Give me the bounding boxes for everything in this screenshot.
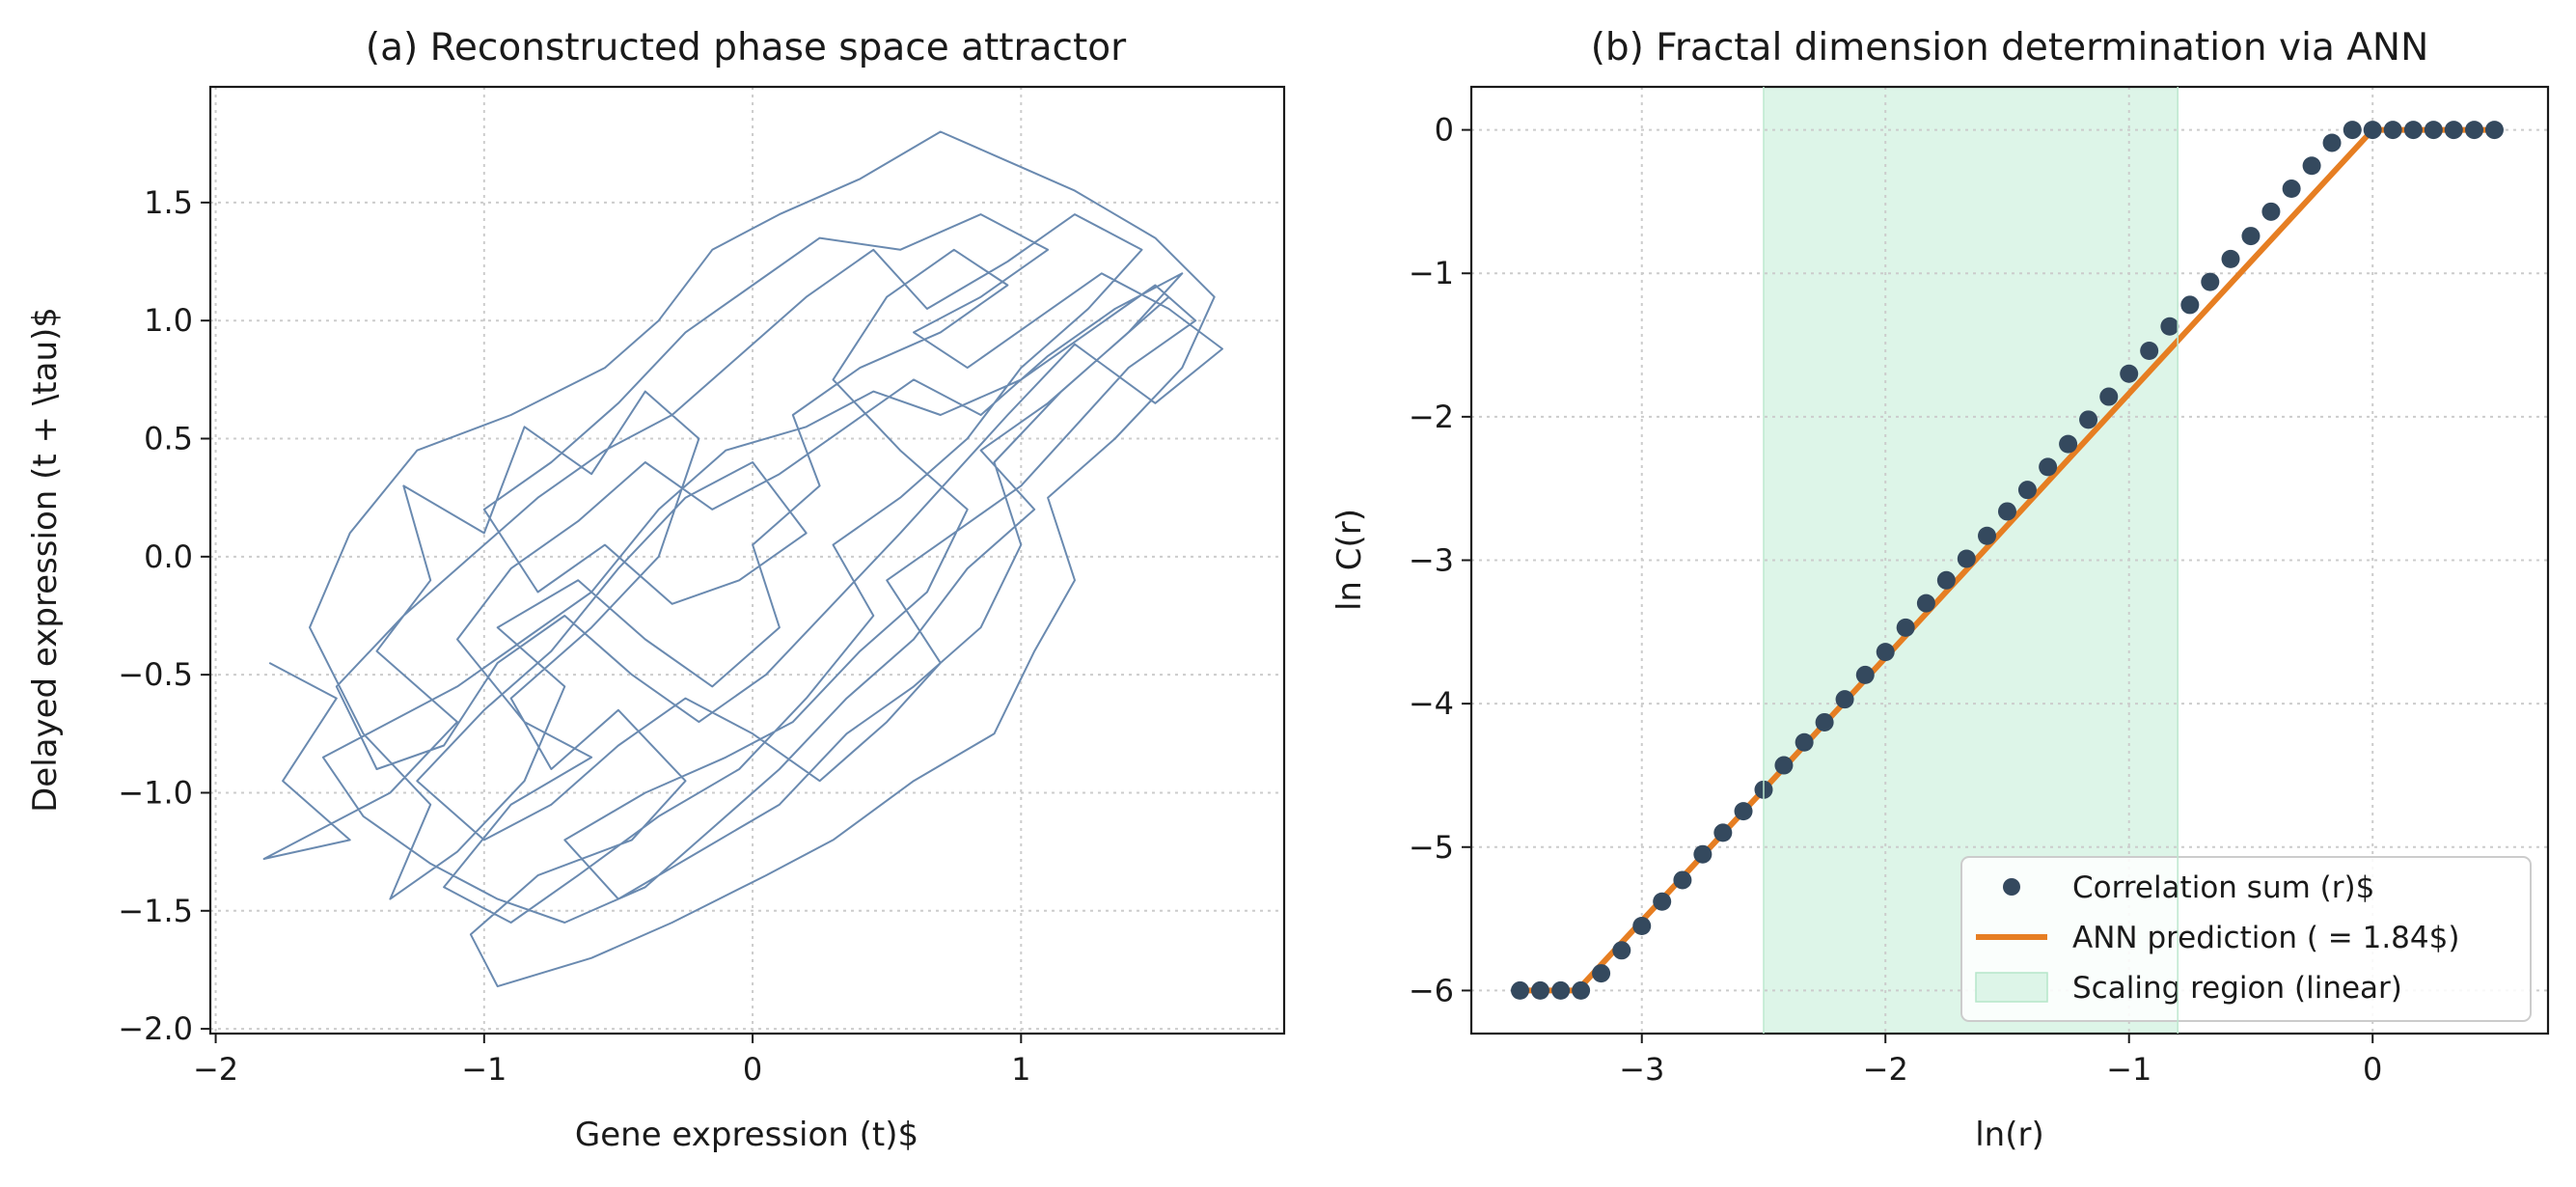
legend-marker-correlation-sum (2003, 878, 2020, 896)
panel-a-x-axis-label: Gene expression (t)$ (575, 1116, 918, 1154)
correlation-sum-point (2241, 227, 2261, 246)
panel-b-y-tick-label: −6 (1409, 972, 1454, 1008)
correlation-sum-point (1510, 980, 1529, 1000)
panel-a-y-tick-label: 0.5 (144, 421, 193, 457)
panel-b-y-tick-label: −5 (1409, 829, 1454, 866)
legend-label-ann-prediction: ANN prediction ( = 1.84$) (2072, 921, 2459, 955)
panel-b-x-axis-label: ln(r) (1975, 1116, 2044, 1154)
panel-a-y-tick-label: −1.0 (118, 774, 193, 811)
correlation-sum-point (1734, 802, 1753, 821)
panel-b-y-tick-label: −2 (1409, 399, 1454, 435)
correlation-sum-point (1632, 917, 1652, 936)
correlation-sum-points (1510, 121, 2504, 1000)
panel-a-y-axis-label: Delayed expression (t + \tau)$ (26, 307, 65, 813)
correlation-sum-point (2180, 295, 2200, 315)
correlation-sum-point (2322, 133, 2342, 152)
correlation-sum-point (2160, 317, 2179, 336)
correlation-sum-point (2017, 481, 2037, 500)
correlation-sum-point (2444, 121, 2463, 140)
correlation-sum-point (1653, 892, 1672, 911)
panel-a-x-tick-label: 1 (1011, 1051, 1030, 1088)
legend: Correlation sum (r)$ ANN prediction ( = … (1960, 856, 2532, 1022)
correlation-sum-point (2343, 121, 2362, 140)
correlation-sum-point (2484, 121, 2504, 140)
legend-box (1960, 856, 2532, 1022)
correlation-sum-point (2039, 457, 2058, 477)
correlation-sum-point (1997, 502, 2016, 521)
panel-a-y-ticks: −2.0 −1.5 −1.0 −0.5 0.0 0.5 1.0 1.5 (118, 184, 210, 1047)
panel-a-x-tick-label: −1 (461, 1051, 507, 1088)
panel-b-title: (b) Fractal dimension determination via … (1591, 26, 2429, 69)
panel-a-y-tick-label: 0.0 (144, 538, 193, 575)
panel-a-x-tick-label: 0 (743, 1051, 762, 1088)
correlation-sum-point (2302, 156, 2321, 176)
panel-a-grid (210, 87, 1284, 1034)
panel-b-fractal-dimension: (b) Fractal dimension determination via … (1330, 26, 2550, 1154)
panel-b-x-ticks: −3 −2 −1 0 (1619, 1034, 2382, 1088)
correlation-sum-point (1713, 823, 1733, 842)
panel-a-y-tick-label: 1.0 (144, 302, 193, 339)
correlation-sum-point (1815, 712, 1834, 732)
correlation-sum-point (2424, 121, 2443, 140)
correlation-sum-point (2261, 202, 2281, 221)
panel-a-x-tick-label: −2 (193, 1051, 238, 1088)
correlation-sum-point (1916, 594, 1935, 613)
panel-b-x-tick-label: −2 (1863, 1051, 1908, 1088)
panel-a-x-ticks: −2 −1 0 1 (193, 1034, 1030, 1088)
correlation-sum-point (2140, 341, 2159, 360)
panel-b-y-tick-label: −4 (1409, 685, 1454, 722)
correlation-sum-point (2383, 121, 2402, 140)
panel-a-frame (208, 85, 1286, 1035)
panel-a-y-tick-label: −0.5 (118, 656, 193, 693)
panel-b-y-ticks: −6 −5 −4 −3 −2 −1 0 (1409, 112, 1471, 1008)
panel-b-y-tick-label: 0 (1435, 112, 1454, 149)
correlation-sum-point (1978, 526, 1997, 545)
panel-b-x-tick-label: 0 (2363, 1051, 2382, 1088)
correlation-sum-point (1795, 732, 1814, 752)
correlation-sum-point (1876, 643, 1895, 662)
correlation-sum-point (2201, 272, 2220, 291)
correlation-sum-point (1693, 844, 1713, 864)
correlation-sum-point (2120, 364, 2139, 383)
panel-a-trajectory (262, 130, 1223, 988)
correlation-sum-point (2079, 410, 2098, 429)
correlation-sum-point (1896, 618, 1915, 637)
correlation-sum-point (1592, 964, 1611, 983)
legend-marker-scaling-region (1975, 972, 2048, 1003)
trajectory-line (262, 130, 1223, 988)
correlation-sum-point (1957, 549, 1976, 568)
correlation-sum-point (2221, 249, 2240, 268)
correlation-sum-point (2464, 121, 2483, 140)
correlation-sum-point (2363, 121, 2382, 140)
correlation-sum-point (1551, 980, 1571, 1000)
correlation-sum-point (2099, 387, 2119, 406)
panel-a-y-tick-label: −2.0 (118, 1010, 193, 1047)
panel-a-title: (a) Reconstructed phase space attractor (366, 26, 1127, 69)
panel-b-x-tick-label: −1 (2106, 1051, 2151, 1088)
correlation-sum-point (1774, 756, 1794, 775)
panel-b-y-tick-label: −3 (1409, 542, 1454, 579)
correlation-sum-point (2282, 179, 2301, 199)
correlation-sum-point (1936, 570, 1956, 590)
panel-b-x-tick-label: −3 (1619, 1051, 1664, 1088)
correlation-sum-point (2059, 434, 2078, 454)
panel-b-y-tick-label: −1 (1409, 255, 1454, 291)
correlation-sum-point (1612, 941, 1631, 960)
panel-a-y-tick-label: 1.5 (144, 184, 193, 221)
correlation-sum-point (2403, 121, 2423, 140)
panel-b-y-axis-label: ln C(r) (1330, 509, 1369, 611)
correlation-sum-point (1530, 980, 1549, 1000)
legend-label-correlation-sum: Correlation sum (r)$ (2072, 870, 2374, 905)
legend-label-scaling-region: Scaling region (linear) (2072, 971, 2402, 1006)
correlation-sum-point (1673, 870, 1692, 890)
panel-a-y-tick-label: −1.5 (118, 893, 193, 929)
correlation-sum-point (1572, 980, 1591, 1000)
correlation-sum-point (1835, 690, 1854, 709)
panel-a-phase-space: (a) Reconstructed phase space attractor … (26, 26, 1286, 1154)
correlation-sum-point (1855, 665, 1875, 684)
